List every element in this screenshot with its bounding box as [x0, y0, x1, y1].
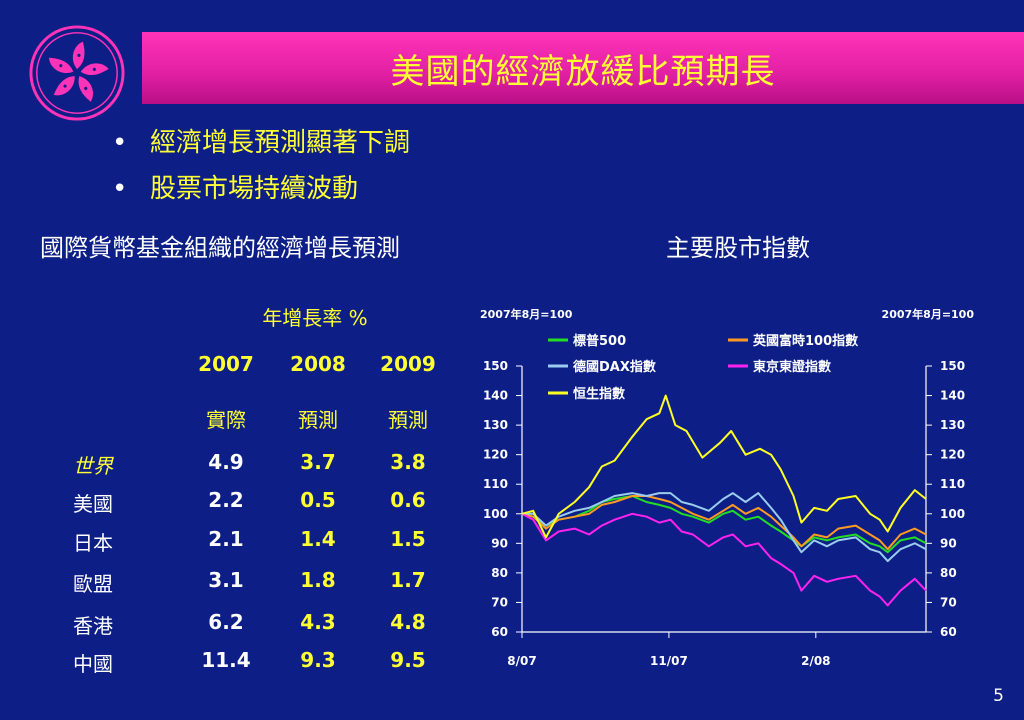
y-tick-label-left: 90 — [491, 536, 508, 550]
y-tick-label-right: 80 — [940, 566, 957, 580]
bullet-text: 股票市場持續波動 — [150, 174, 359, 204]
y-tick-label-left: 120 — [483, 448, 508, 462]
legend-label-hsi: 恒生指數 — [573, 386, 625, 402]
year-header: 2009 — [380, 352, 436, 376]
legend-label-topix: 東京東證指數 — [753, 359, 831, 375]
value-cell: 3.8 — [390, 450, 426, 474]
y-tick-label-right: 70 — [940, 595, 957, 609]
region-label: 日本 — [73, 531, 113, 555]
y-unit-label-right: 2007年8月=100 — [882, 307, 975, 321]
y-tick-label-left: 80 — [491, 566, 508, 580]
value-cell: 1.4 — [300, 527, 336, 551]
value-cell: 9.3 — [300, 648, 336, 672]
y-tick-label-left: 130 — [483, 418, 508, 432]
value-cell: 1.5 — [390, 527, 426, 551]
value-cell: 11.4 — [201, 648, 251, 672]
stock-index-chart: 2007年8月=100 2007年8月=100 60 60 70 70 80 80 90 90 10… — [480, 307, 975, 668]
value-cell: 0.6 — [390, 488, 426, 512]
x-tick-label: 8/07 — [507, 654, 536, 668]
series-line-sp500 — [521, 495, 927, 554]
page-number: 5 — [993, 686, 1004, 706]
y-tick-label-right: 60 — [940, 625, 957, 639]
series-line-dax — [522, 492, 927, 563]
region-label: 世界 — [73, 454, 113, 478]
slide-title: 美國的經濟放緩比預期長 — [390, 51, 776, 92]
y-tick-label-right: 150 — [940, 359, 965, 373]
series-line-ftse — [521, 495, 927, 551]
value-cell: 2.1 — [208, 527, 244, 551]
legend-label-sp500: 標普500 — [573, 333, 626, 349]
y-unit-label-left: 2007年8月=100 — [480, 307, 573, 321]
y-tick-label-left: 60 — [491, 625, 508, 639]
legend-label-dax: 德國DAX指數 — [573, 359, 656, 375]
y-tick-label-right: 130 — [940, 418, 965, 432]
value-cell: 1.7 — [390, 568, 426, 592]
x-tick-label: 11/07 — [650, 654, 688, 668]
y-tick-label-right: 100 — [940, 507, 965, 521]
value-cell: 4.3 — [300, 610, 336, 634]
unit-label: 年增長率 % — [262, 306, 368, 330]
bullet-dot-icon: • — [112, 174, 128, 204]
y-tick-label-right: 120 — [940, 448, 965, 462]
growth-forecast-table: 年增長率 % 2007 2008 2009 實際 預測 預測 世界 4.9 3.… — [0, 290, 460, 690]
value-cell: 1.8 — [300, 568, 336, 592]
year-header: 2007 — [198, 352, 254, 376]
bullet-item: • 股票市場持續波動 — [112, 168, 358, 205]
region-label: 美國 — [73, 492, 113, 516]
value-cell: 0.5 — [300, 488, 336, 512]
bauhinia-logo-icon — [29, 25, 125, 121]
series-line-topix — [521, 512, 927, 607]
legend-label-ftse: 英國富時100指數 — [752, 333, 858, 349]
bullet-dot-icon: • — [112, 128, 128, 158]
y-tick-label-right: 140 — [940, 389, 965, 403]
y-tick-label-left: 110 — [483, 477, 508, 491]
y-tick-label-left: 150 — [483, 359, 508, 373]
value-cell: 9.5 — [390, 648, 426, 672]
value-cell: 2.2 — [208, 488, 244, 512]
imf-table-heading: 國際貨幣基金組織的經濟增長預測 — [40, 234, 400, 262]
year-header: 2008 — [290, 352, 346, 376]
series-line-hsi — [521, 394, 927, 539]
region-label: 歐盟 — [73, 572, 113, 596]
y-tick-label-left: 100 — [483, 507, 508, 521]
title-bar: 美國的經濟放緩比預期長 — [142, 32, 1024, 104]
type-header: 預測 — [388, 408, 428, 432]
value-cell: 3.1 — [208, 568, 244, 592]
type-header: 實際 — [206, 408, 246, 432]
bullet-text: 經濟增長預測顯著下調 — [150, 128, 411, 158]
y-tick-label-right: 110 — [940, 477, 965, 491]
value-cell: 3.7 — [300, 450, 336, 474]
value-cell: 6.2 — [208, 610, 244, 634]
region-label: 中國 — [73, 652, 113, 676]
x-tick-label: 2/08 — [801, 654, 830, 668]
stock-chart-heading: 主要股市指數 — [666, 234, 810, 262]
y-tick-label-left: 70 — [491, 595, 508, 609]
type-header: 預測 — [298, 408, 338, 432]
bullet-item: • 經濟增長預測顯著下調 — [112, 122, 410, 159]
value-cell: 4.8 — [390, 610, 426, 634]
region-label: 香港 — [73, 614, 113, 638]
y-tick-label-right: 90 — [940, 536, 957, 550]
value-cell: 4.9 — [208, 450, 244, 474]
y-tick-label-left: 140 — [483, 389, 508, 403]
